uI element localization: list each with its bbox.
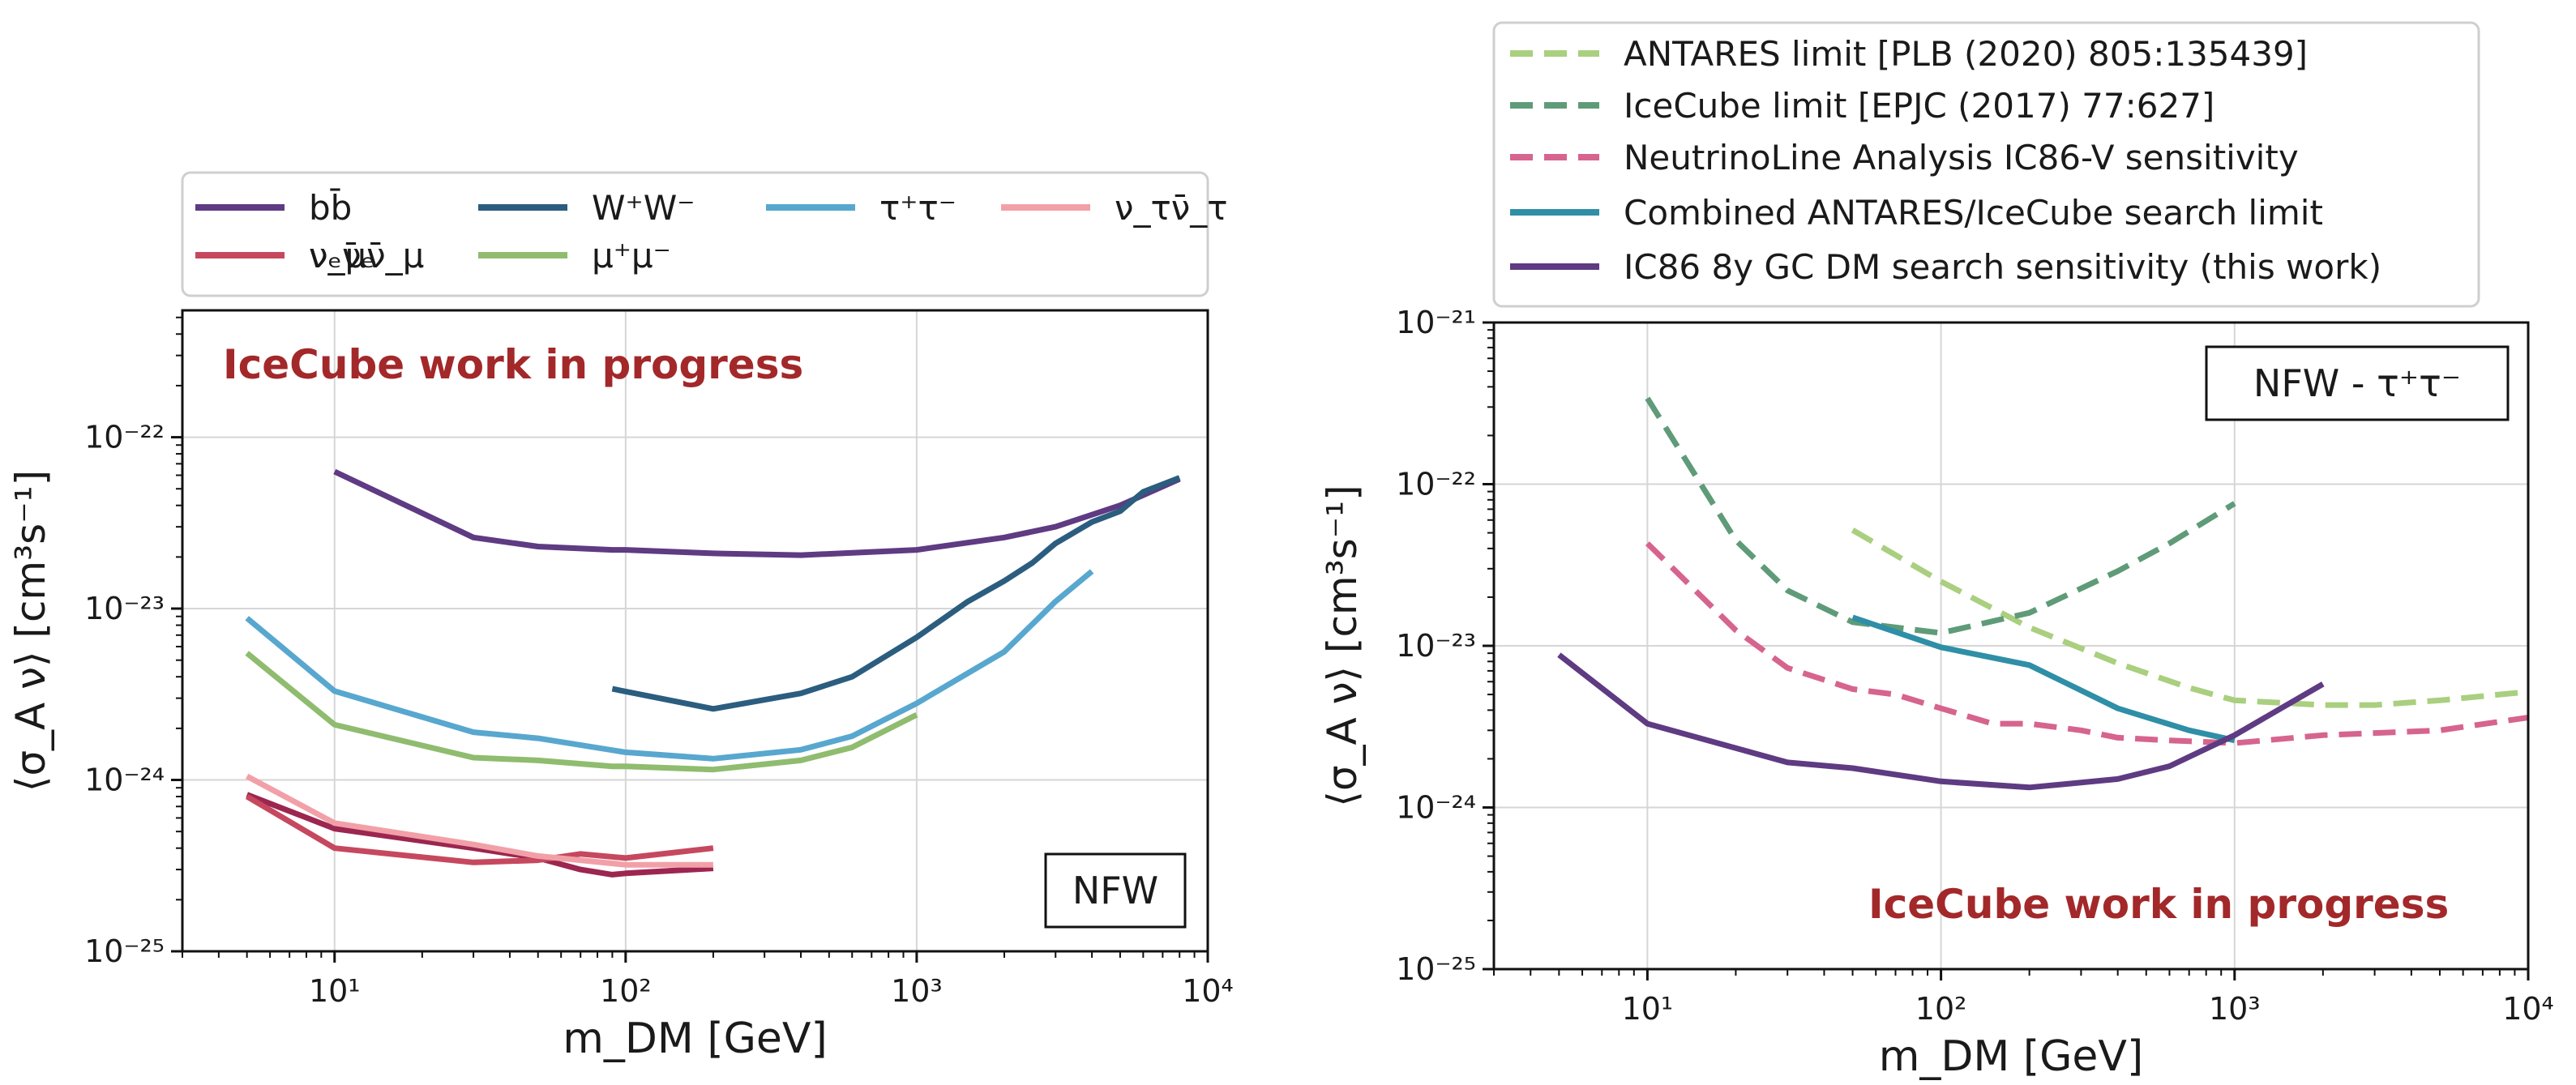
x-tick-label: 10⁴ bbox=[2502, 991, 2554, 1027]
legend-label: ν_τν̄_τ bbox=[1115, 188, 1228, 228]
legend: bb̄ νₑν̄ₑν_μν̄_μ W⁺W⁻ μ⁺μ⁻ τ⁺τ⁻ ν_τν̄_τ bbox=[181, 171, 1228, 297]
x-tick-label: 10³ bbox=[891, 973, 943, 1009]
legend-label: IceCube limit [EPJC (2017) 77:627] bbox=[1624, 86, 2214, 126]
x-tick-label: 10¹ bbox=[309, 973, 361, 1009]
profile-label: NFW - τ⁺τ⁻ bbox=[2253, 361, 2461, 405]
profile-label-box bbox=[2205, 345, 2510, 421]
series-line-5 bbox=[246, 792, 714, 878]
series-line-1 bbox=[1851, 528, 2529, 708]
y-tick-label: 10⁻²³ bbox=[1396, 628, 1476, 664]
legend-label: ν_μν̄_μ bbox=[309, 236, 424, 276]
legend: ANTARES limit [PLB (2020) 805:135439] Ice… bbox=[1492, 21, 2480, 308]
series-line-4 bbox=[1851, 614, 2236, 744]
series-line-3 bbox=[1645, 541, 2529, 746]
legend-box bbox=[181, 171, 1209, 297]
y-axis-label: ⟨σ_A ν⟩ [cm³s⁻¹] bbox=[7, 470, 54, 792]
y-tick-label: 10⁻²⁵ bbox=[1396, 951, 1476, 987]
x-axis-label: m_DM [GeV] bbox=[1879, 1032, 2144, 1081]
x-tick-label: 10⁴ bbox=[1182, 973, 1234, 1009]
profile-label: NFW bbox=[1072, 869, 1158, 912]
series-line-4 bbox=[245, 651, 918, 773]
y-tick-label: 10⁻²⁴ bbox=[1396, 790, 1476, 826]
legend-label: IC86 8y GC DM search sensitivity (this w… bbox=[1624, 247, 2381, 287]
chart-2: IceCube work in progress 10¹ 10² 10³ 10⁴ 10⁻²… bbox=[1319, 21, 2554, 1081]
legend-label: Combined ANTARES/IceCube search limit bbox=[1624, 193, 2323, 233]
legend-label: νₑν̄ₑ bbox=[309, 236, 375, 276]
legend-label: NeutrinoLine Analysis IC86-V sensitivity bbox=[1624, 138, 2299, 177]
x-tick-label: 10³ bbox=[2209, 991, 2261, 1027]
y-tick-label: 10⁻²⁵ bbox=[84, 933, 165, 969]
x-tick-label: 10² bbox=[1915, 991, 1967, 1027]
series-line-3 bbox=[245, 569, 1094, 762]
y-tick-label: 10⁻²⁴ bbox=[84, 762, 165, 798]
y-tick-label: 10⁻²² bbox=[84, 420, 165, 455]
series-line-5 bbox=[1557, 652, 2325, 791]
series-line-7 bbox=[246, 773, 713, 868]
plot-frame bbox=[181, 309, 1209, 953]
watermark-text: IceCube work in progress bbox=[223, 341, 803, 388]
series-line-2 bbox=[611, 475, 1181, 712]
legend-label: ANTARES limit [PLB (2020) 805:135439] bbox=[1624, 34, 2308, 74]
y-tick-label: 10⁻²³ bbox=[84, 591, 165, 626]
legend-label: W⁺W⁻ bbox=[592, 188, 695, 228]
y-axis-label: ⟨σ_A ν⟩ [cm³s⁻¹] bbox=[1319, 485, 1366, 806]
watermark-text: IceCube work in progress bbox=[1868, 881, 2449, 928]
series-line-1 bbox=[333, 468, 1181, 558]
x-axis-label: m_DM [GeV] bbox=[563, 1015, 828, 1063]
legend-box bbox=[1492, 21, 2480, 308]
series-line-2 bbox=[1645, 396, 2236, 636]
legend-label: τ⁺τ⁻ bbox=[879, 188, 956, 228]
y-tick-label: 10⁻²¹ bbox=[1396, 305, 1476, 340]
x-tick-label: 10¹ bbox=[1622, 991, 1674, 1027]
legend-label: bb̄ bbox=[309, 186, 352, 228]
legend-label: μ⁺μ⁻ bbox=[592, 236, 671, 276]
x-tick-label: 10² bbox=[600, 973, 652, 1009]
chart-1: IceCube work in progress 10¹ 10² 10³ 10⁴ 10⁻²… bbox=[7, 171, 1234, 1063]
y-tick-label: 10⁻²² bbox=[1396, 467, 1476, 502]
series-line-6 bbox=[245, 793, 714, 865]
profile-label-box bbox=[1044, 852, 1187, 929]
